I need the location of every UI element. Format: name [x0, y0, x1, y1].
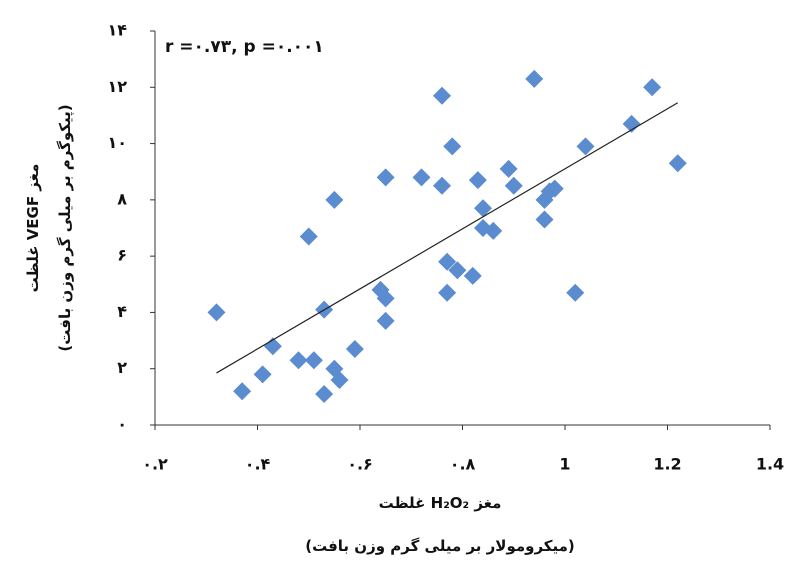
point: [253, 365, 272, 384]
x-tick-label: 1.2: [653, 455, 681, 474]
point: [376, 289, 395, 308]
y-tick-label: ۱۴: [107, 21, 127, 40]
point: [315, 385, 334, 404]
y-tick-label: ۱۲: [107, 77, 127, 96]
point: [566, 283, 585, 302]
x-tick-label: 1: [559, 455, 570, 474]
annotation: r =۰.۷۳, p =۰.۰۰۱: [165, 37, 324, 57]
point: [330, 370, 349, 389]
point: [443, 137, 462, 156]
point: [474, 199, 492, 218]
y-axis-title: غلظت VEGF مغز: [24, 164, 42, 293]
point: [448, 261, 467, 280]
y-tick-label: ۱۰: [107, 133, 127, 152]
point: [433, 86, 451, 105]
y-tick-label: ۶: [117, 246, 127, 265]
point: [433, 176, 451, 195]
point: [207, 303, 226, 322]
point: [438, 283, 457, 302]
x-tick-label: ۰.۴: [245, 455, 271, 474]
x-tick-label: 1.4: [756, 455, 784, 474]
point: [325, 190, 344, 209]
point: [622, 114, 641, 133]
point: [412, 168, 431, 187]
point: [233, 382, 252, 401]
point: [525, 69, 544, 88]
x-tick-label: ۰.۲: [142, 455, 168, 474]
point: [263, 337, 282, 356]
point: [376, 168, 395, 187]
x-tick-label: ۰.۸: [450, 455, 476, 474]
point: [643, 78, 662, 97]
y-tick-label: ۰: [117, 415, 127, 434]
x-tick-label: ۰.۶: [347, 455, 373, 474]
point: [468, 171, 487, 190]
point: [576, 137, 595, 156]
point: [668, 154, 687, 173]
point: [463, 266, 482, 285]
y-tick-label: ۴: [117, 302, 127, 321]
point: [289, 351, 308, 370]
point: [504, 176, 523, 195]
point: [484, 221, 503, 240]
point: [376, 311, 395, 330]
trendline: [216, 102, 679, 374]
point: [535, 210, 554, 229]
point: [438, 252, 457, 271]
x-axis-subtitle: (میکرومولار بر میلی گرم وزن بافت): [305, 537, 575, 555]
point: [345, 340, 364, 359]
x-axis-title: غلظت H₂O₂ مغز: [379, 494, 502, 512]
y-tick-label: ۲: [117, 358, 127, 377]
point: [299, 227, 318, 246]
y-tick-label: ۸: [117, 189, 127, 208]
point: [545, 179, 564, 198]
point: [304, 351, 323, 370]
y-axis-subtitle: (پیکوگرم بر میلی گرم وزن بافت): [56, 104, 75, 351]
point: [499, 159, 518, 178]
